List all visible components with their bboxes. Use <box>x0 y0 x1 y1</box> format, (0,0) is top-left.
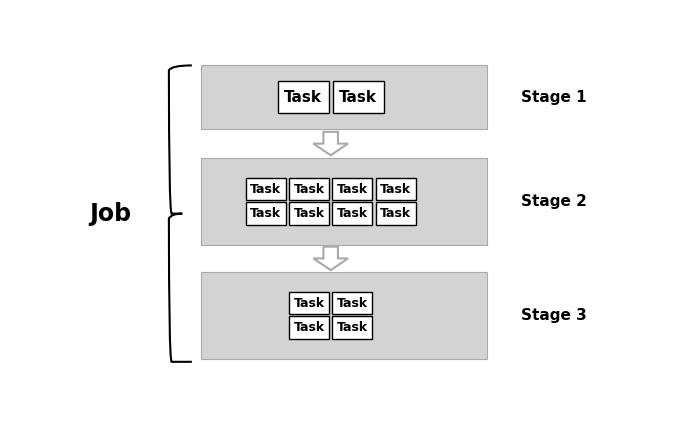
Text: Task: Task <box>339 90 377 104</box>
Bar <box>201 66 486 129</box>
Text: Task: Task <box>380 207 411 220</box>
Bar <box>201 158 486 244</box>
Bar <box>201 272 486 359</box>
Bar <box>278 81 329 113</box>
Text: Task: Task <box>294 297 325 310</box>
Bar <box>246 202 286 225</box>
Text: Task: Task <box>284 90 322 104</box>
Text: Stage 3: Stage 3 <box>522 308 587 323</box>
Polygon shape <box>313 247 348 270</box>
Text: Task: Task <box>294 321 325 334</box>
Bar <box>376 202 415 225</box>
Text: Task: Task <box>250 207 281 220</box>
Text: Task: Task <box>380 183 411 196</box>
Text: Stage 2: Stage 2 <box>522 194 587 209</box>
Bar <box>332 202 372 225</box>
Bar <box>332 292 372 314</box>
Text: Task: Task <box>294 183 325 196</box>
Text: Task: Task <box>337 321 368 334</box>
Text: Task: Task <box>337 207 368 220</box>
Text: Task: Task <box>337 183 368 196</box>
Bar <box>289 178 329 201</box>
Text: Stage 1: Stage 1 <box>522 90 587 104</box>
Bar <box>332 316 372 338</box>
Bar <box>332 178 372 201</box>
Text: Task: Task <box>294 207 325 220</box>
Text: Task: Task <box>337 297 368 310</box>
Bar <box>376 178 415 201</box>
Bar <box>289 316 329 338</box>
Bar <box>246 178 286 201</box>
Bar <box>289 292 329 314</box>
Bar <box>289 202 329 225</box>
Polygon shape <box>313 132 348 155</box>
Text: Job: Job <box>89 202 131 225</box>
Text: Task: Task <box>250 183 281 196</box>
Bar <box>333 81 384 113</box>
